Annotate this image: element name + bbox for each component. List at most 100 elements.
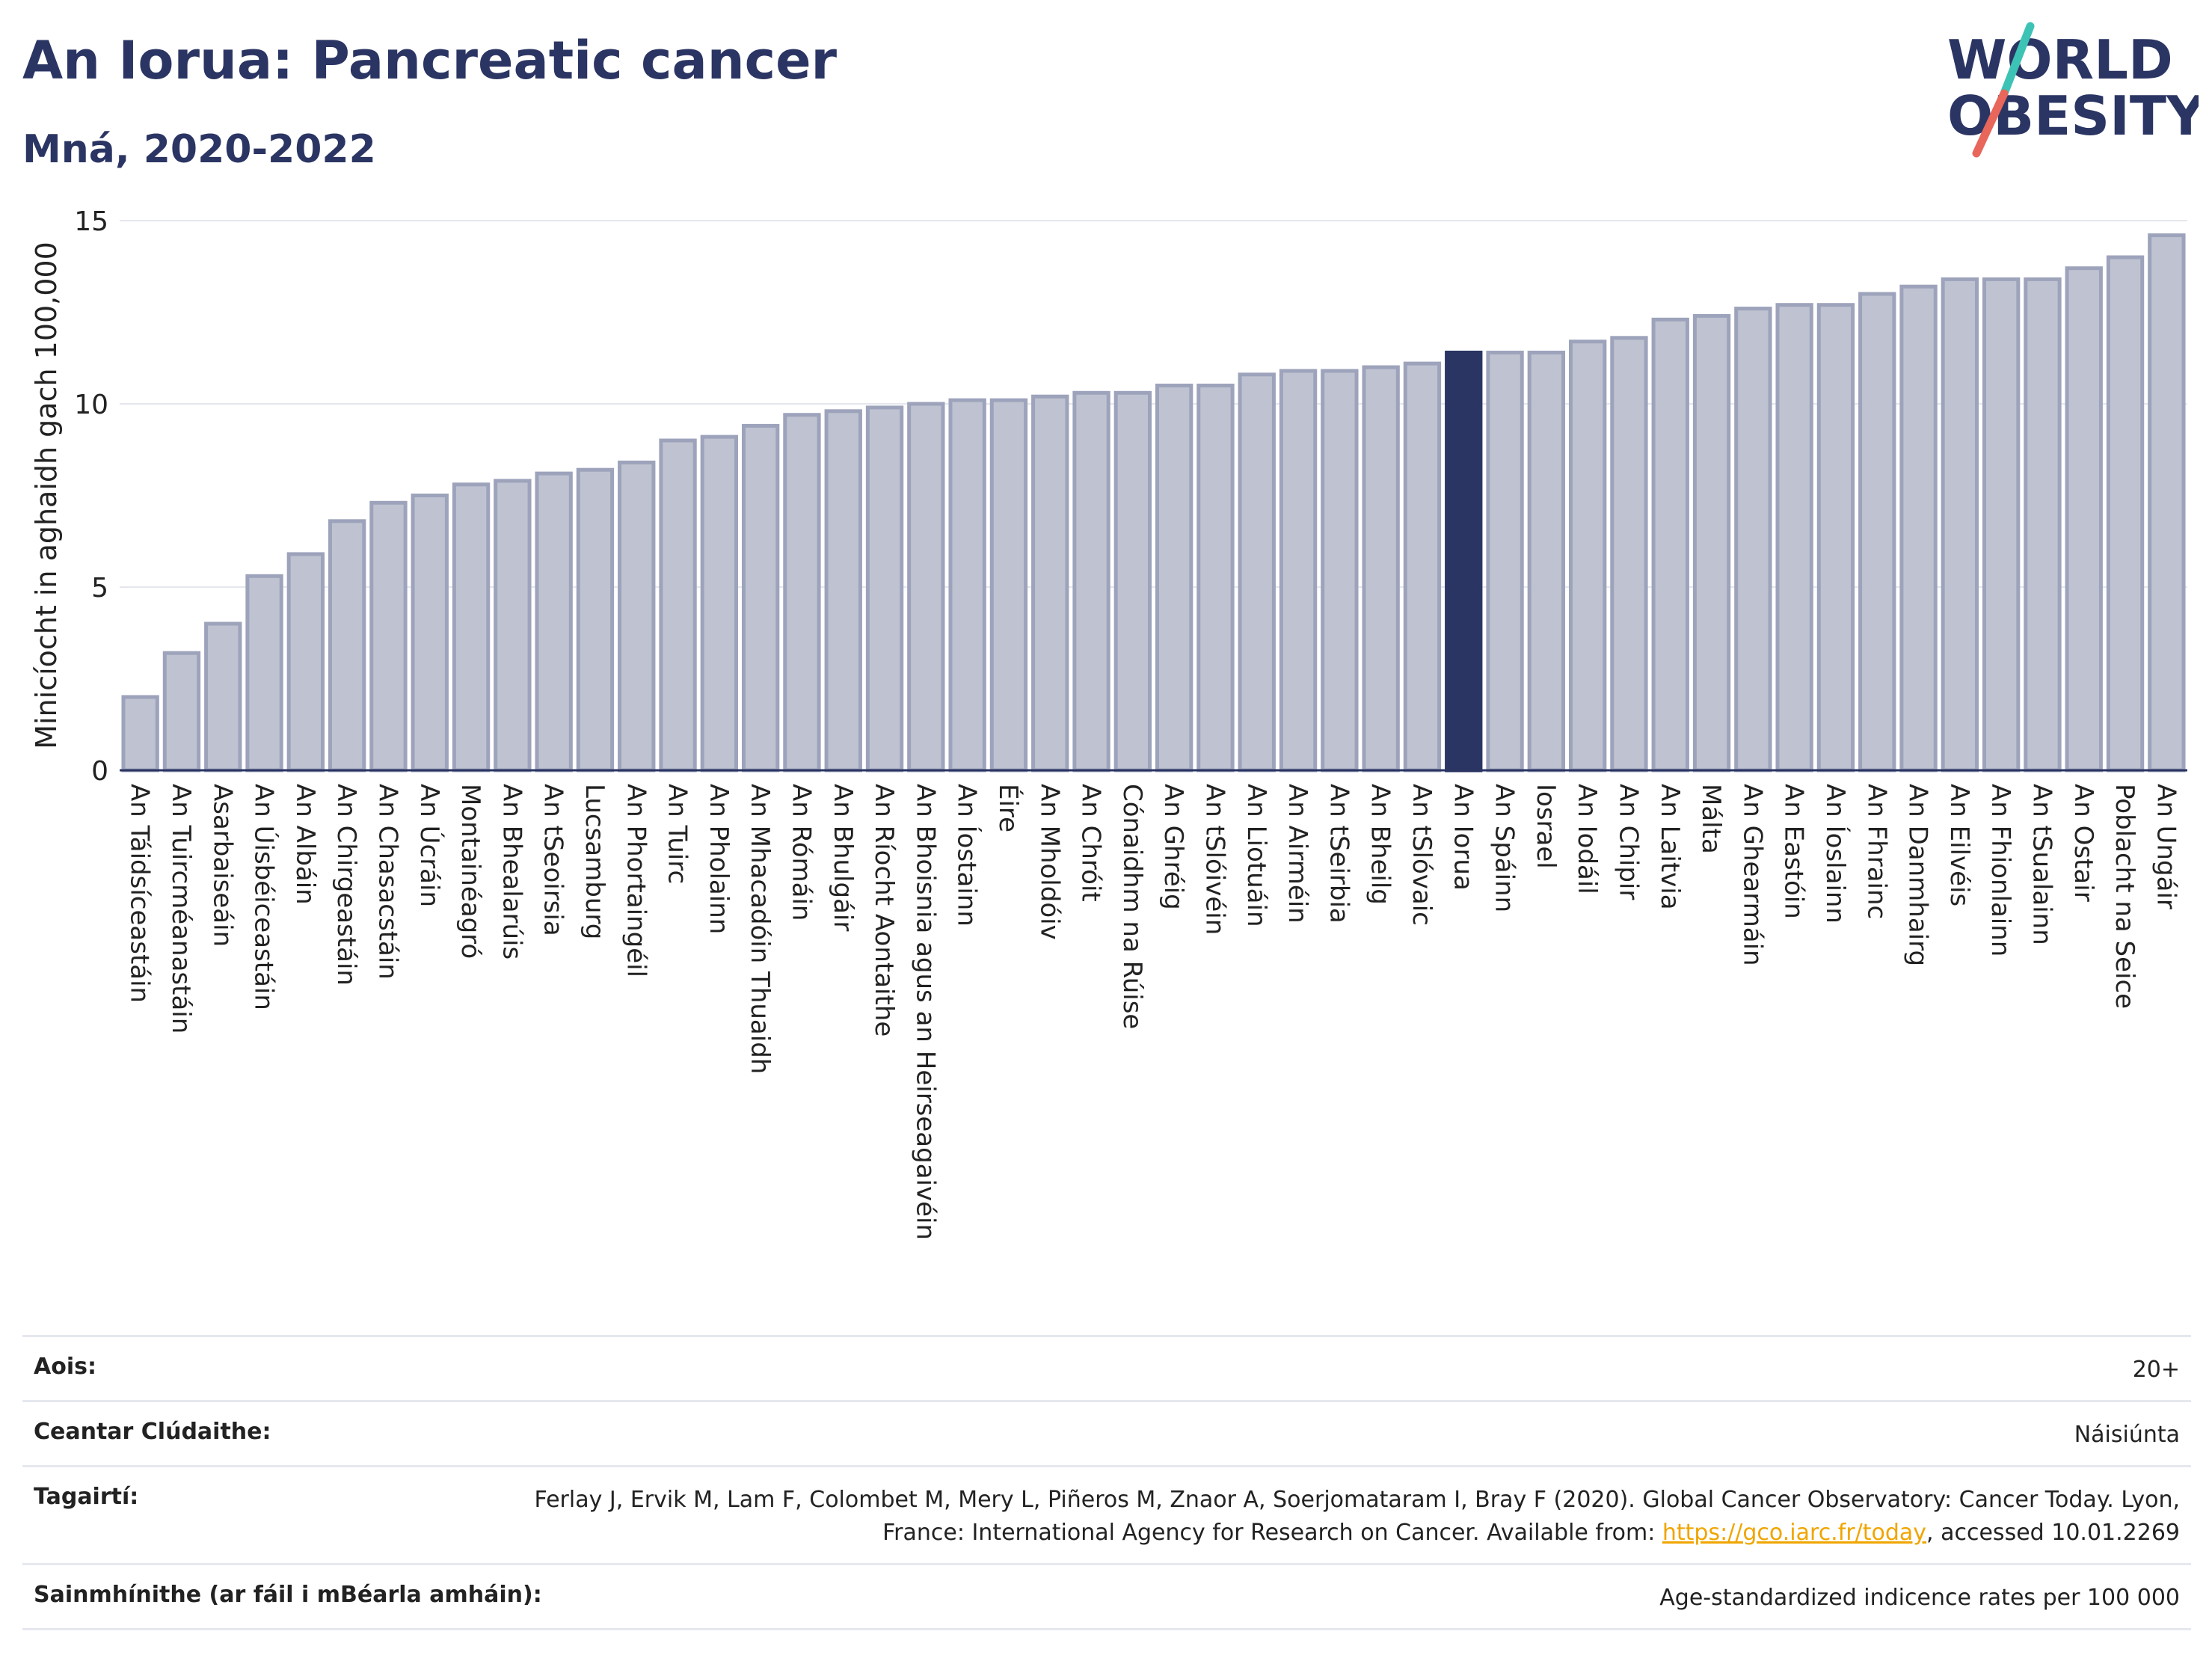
definition-label: Sainmhínithe (ar fáil i mBéarla amháin):	[34, 1582, 542, 1608]
x-tick-label: An Táidsíceastáin	[125, 784, 155, 1003]
logo-word-world: WORLD	[1947, 28, 2173, 91]
x-tick-label: An Úisbéiceastáin	[249, 784, 280, 1010]
x-tick-label: An Phortaingéil	[621, 784, 651, 977]
x-tick-label: An Laitvia	[1655, 784, 1685, 910]
reference-label: Tagairtí:	[34, 1484, 139, 1510]
x-tick-label: Poblacht na Seice	[2110, 784, 2139, 1009]
y-tick-label: 15	[74, 206, 108, 237]
bar	[286, 552, 325, 773]
bar	[907, 402, 945, 773]
x-tick-label: An Iodáil	[1572, 784, 1602, 894]
bar	[1775, 303, 1813, 773]
definition-value: Age-standardized indicence rates per 100…	[1659, 1585, 2180, 1611]
bar	[1858, 292, 1896, 773]
x-tick-label: An tSeoirsia	[538, 784, 568, 936]
age-value: 20+	[2132, 1357, 2180, 1383]
x-tick-label: An Bhealarúis	[497, 784, 526, 959]
logo-slash-red	[1972, 89, 2009, 158]
bar	[2106, 255, 2145, 773]
x-tick-label: An Pholainn	[704, 784, 734, 934]
bar	[121, 695, 159, 773]
bar	[948, 398, 986, 773]
x-tick-label: An Tuirc	[663, 784, 692, 884]
bar	[369, 500, 408, 773]
page-title: An Iorua: Pancreatic cancer	[22, 30, 838, 91]
x-tick-label: An Ghréig	[1158, 784, 1188, 910]
bar	[700, 435, 739, 773]
bar-chart: 0 5 10 15 An Táidsíceastáin An Tuircméanastá…	[30, 206, 2187, 1240]
y-tick-label: 0	[91, 756, 108, 787]
x-tick-label: An tSeirbia	[1324, 784, 1354, 924]
x-tick-label: An Ríocht Aontaithe	[869, 784, 899, 1037]
age-row: Aois: 20+	[22, 1335, 2191, 1400]
bar	[245, 574, 283, 773]
x-tick-label: Montainéagró	[455, 784, 485, 959]
logo-word-obesity: OBESITY	[1947, 85, 2199, 147]
x-tick-label: An Ghearmáin	[1737, 784, 1767, 966]
x-tick-label: An Bhoisnia agus an Heirseagaivéin	[910, 784, 940, 1240]
x-tick-label: An Danmhairg	[1903, 784, 1933, 966]
bar	[865, 405, 904, 773]
x-tick-label: An Chirgeastáin	[331, 784, 361, 986]
x-tick-label: An Eilvéis	[1944, 784, 1974, 906]
x-tick-label: An Rómáin	[786, 784, 816, 921]
reference-accessed: , accessed 10.01.2269	[1926, 1520, 2180, 1546]
x-tick-label: Asarbaiseáin	[207, 784, 237, 947]
bar	[1238, 372, 1276, 773]
area-row: Ceantar Clúdaithe: Náisiúnta	[22, 1400, 2191, 1465]
x-tick-label: An Mholdóiv	[1034, 784, 1064, 940]
x-tick-label: An Albáin	[290, 784, 320, 905]
reference-text: Ferlay J, Ervik M, Lam F, Colombet M, Me…	[534, 1487, 2180, 1546]
bar	[328, 519, 366, 773]
bar-highlighted	[1445, 350, 1483, 773]
bar	[1155, 384, 1193, 773]
area-label: Ceantar Clúdaithe:	[34, 1419, 271, 1445]
bar	[1362, 365, 1400, 773]
bar	[741, 423, 780, 773]
x-tick-label: An Chipir	[1613, 784, 1643, 900]
bar	[1941, 277, 1979, 773]
bar	[1568, 340, 1607, 773]
x-tick-label: An Airméin	[1282, 784, 1312, 924]
bar	[1899, 284, 1938, 773]
bar	[494, 479, 532, 773]
x-tick-label: An tSualainn	[2027, 784, 2056, 945]
x-tick-label: An Iorua	[1448, 784, 1478, 891]
x-tick-label: An Eastóin	[1779, 784, 1809, 919]
x-tick-label: Iosrael	[1531, 784, 1561, 869]
x-tick-label: An Íoslainn	[1820, 784, 1851, 924]
bar	[2065, 266, 2103, 773]
x-tick-label: An Bheilg	[1365, 784, 1395, 905]
bar	[989, 398, 1028, 773]
x-tick-label: Málta	[1696, 784, 1726, 854]
bar-layer	[120, 233, 2187, 773]
bar	[1610, 336, 1648, 773]
bar	[1113, 390, 1152, 773]
bar	[824, 409, 862, 773]
bar	[535, 471, 573, 773]
y-tick-label: 5	[91, 573, 108, 604]
world-obesity-logo: WORLD OBESITY	[1947, 22, 2199, 158]
y-tick-label: 10	[74, 390, 108, 420]
bar	[204, 621, 242, 773]
bar	[1486, 350, 1524, 773]
reference-value: Ferlay J, Ervik M, Lam F, Colombet M, Me…	[497, 1484, 2180, 1550]
area-value: Náisiúnta	[2074, 1422, 2180, 1448]
x-tick-label: An Fhrainc	[1861, 784, 1891, 919]
x-tick-label: An Íostainn	[952, 784, 983, 927]
bar	[2148, 233, 2186, 773]
x-tick-label: Éire	[993, 784, 1024, 832]
x-tick-label: An Mhacadóin Thuaidh	[745, 784, 775, 1074]
bar	[411, 494, 449, 773]
reference-link[interactable]: https://gco.iarc.fr/today	[1662, 1520, 1927, 1546]
bar	[618, 460, 656, 773]
bar	[162, 651, 201, 773]
x-tick-label: An Tuircméanastáin	[166, 784, 196, 1034]
bar	[1651, 317, 1689, 773]
x-tick-label: An Chasacstáin	[372, 784, 402, 980]
reference-row: Tagairtí: Ferlay J, Ervik M, Lam F, Colo…	[22, 1465, 2191, 1563]
x-tick-label: An Ostair	[2068, 784, 2098, 902]
x-tick-label: An Ungáir	[2151, 784, 2181, 909]
x-tick-label: An Bhulgáir	[828, 784, 858, 931]
bar	[1403, 361, 1442, 773]
